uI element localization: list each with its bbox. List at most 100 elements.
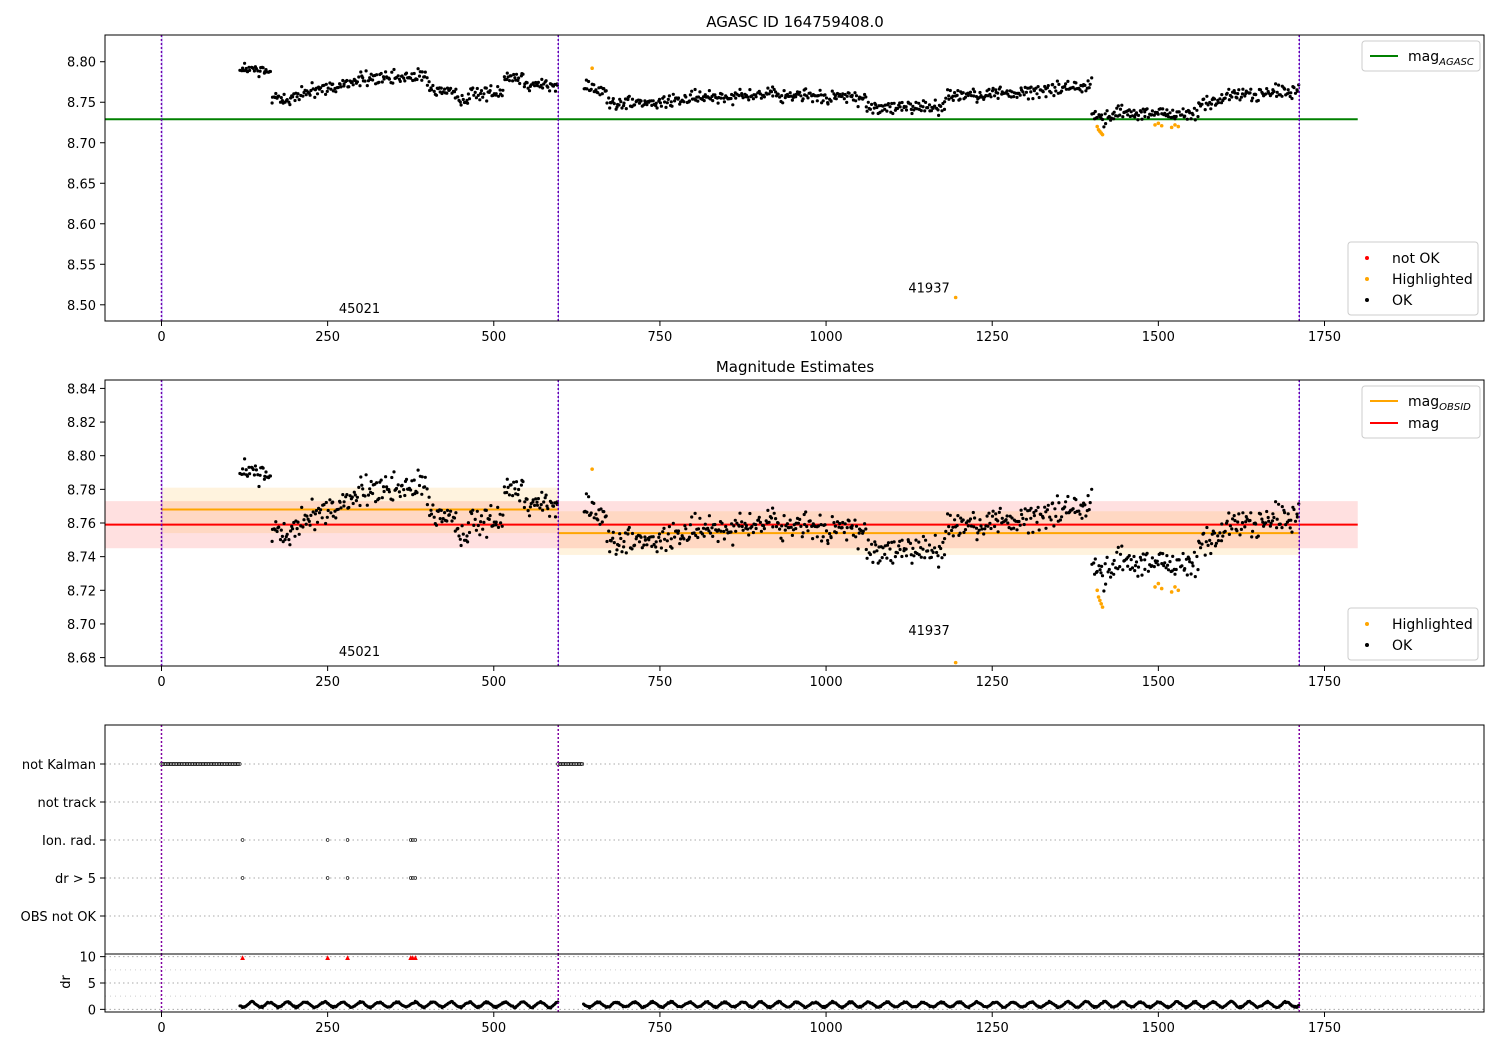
ok-point	[1210, 102, 1214, 106]
ok-point	[604, 89, 608, 93]
ok-point	[355, 495, 359, 499]
ok-point	[1133, 564, 1138, 568]
ok-point	[946, 512, 950, 516]
ok-point	[756, 518, 761, 522]
ok-point	[738, 511, 742, 515]
ok-point	[737, 524, 741, 528]
ok-point	[470, 511, 474, 516]
ok-point	[1171, 108, 1175, 112]
ok-point	[494, 520, 498, 524]
ok-point	[624, 551, 628, 555]
ok-point	[522, 85, 527, 89]
ok-point	[404, 477, 409, 481]
ok-point	[304, 93, 308, 97]
ok-point	[553, 89, 558, 93]
ok-point	[990, 514, 995, 518]
ok-point	[1177, 558, 1181, 562]
ok-point	[614, 552, 618, 556]
x-tick-label: 1000	[810, 1021, 843, 1036]
ok-point	[969, 94, 974, 98]
ok-point	[701, 526, 706, 530]
ok-point	[429, 512, 434, 516]
ok-point	[794, 95, 798, 99]
ok-point	[607, 529, 611, 533]
ok-point	[987, 511, 991, 515]
ok-point	[291, 527, 295, 531]
ok-point	[456, 95, 460, 99]
ok-point	[794, 527, 798, 531]
x-tick-label: 1250	[976, 330, 1009, 345]
ok-point	[1271, 512, 1275, 516]
x-tick-label: 1750	[1308, 1021, 1341, 1036]
ok-point	[863, 522, 867, 526]
ok-point	[1092, 561, 1096, 565]
ok-point	[1195, 554, 1199, 559]
ok-point	[687, 99, 692, 103]
ok-point	[496, 94, 501, 98]
ok-point	[620, 106, 624, 110]
ok-point	[683, 524, 687, 528]
ok-point	[1126, 113, 1130, 117]
ok-point	[1099, 571, 1103, 575]
highlighted-point	[1153, 123, 1157, 127]
ok-point	[703, 522, 707, 526]
ok-point	[774, 517, 778, 521]
ok-point	[698, 516, 702, 520]
ok-point	[517, 487, 521, 492]
ok-point	[1045, 508, 1049, 512]
highlighted-point	[1173, 585, 1177, 589]
ok-point	[1012, 95, 1016, 99]
ok-point	[953, 518, 957, 522]
ok-point	[338, 500, 342, 504]
ok-point	[1267, 519, 1271, 523]
ok-point	[502, 75, 506, 79]
ok-point	[754, 526, 758, 531]
ok-point	[548, 514, 552, 518]
y-tick-label: 8.80	[67, 56, 96, 71]
ok-point	[996, 519, 1000, 523]
ok-point	[415, 77, 419, 82]
ok-point	[1100, 574, 1105, 578]
ok-point	[816, 524, 821, 528]
ok-point	[805, 524, 809, 529]
ok-point	[244, 468, 248, 472]
highlighted-point	[590, 467, 594, 471]
ok-point	[919, 555, 923, 559]
ok-point	[359, 475, 363, 479]
ok-point	[243, 457, 247, 461]
ok-point	[1209, 551, 1213, 556]
ok-point	[241, 66, 245, 70]
ok-point	[1136, 118, 1140, 122]
ok-point	[732, 524, 736, 528]
ok-point	[847, 519, 851, 523]
ok-point	[725, 528, 729, 532]
ok-point	[412, 478, 416, 482]
ok-point	[708, 97, 713, 101]
ok-point	[390, 70, 394, 74]
ok-point	[447, 513, 451, 517]
ok-point	[297, 532, 301, 536]
ok-point	[630, 547, 634, 551]
ok-point	[1084, 89, 1088, 93]
ok-point	[974, 526, 979, 530]
ok-point	[254, 468, 258, 472]
ok-point	[319, 508, 323, 512]
ok-point	[865, 556, 869, 560]
ok-point	[1200, 542, 1204, 546]
ok-point	[1275, 517, 1279, 521]
ok-point	[302, 518, 306, 522]
ok-point	[251, 467, 255, 472]
ok-point	[1051, 82, 1055, 87]
ok-point	[950, 528, 954, 533]
ok-point	[1199, 546, 1203, 550]
ok-point	[1034, 509, 1038, 513]
ok-point	[830, 515, 834, 519]
x-tick-label: 500	[481, 330, 506, 345]
ok-point	[878, 559, 882, 563]
ok-point	[498, 88, 502, 92]
ok-point	[1163, 111, 1167, 115]
ok-point	[517, 76, 521, 80]
ok-point	[396, 74, 400, 78]
flag-row-label: dr > 5	[55, 872, 96, 887]
ok-point	[885, 556, 889, 560]
